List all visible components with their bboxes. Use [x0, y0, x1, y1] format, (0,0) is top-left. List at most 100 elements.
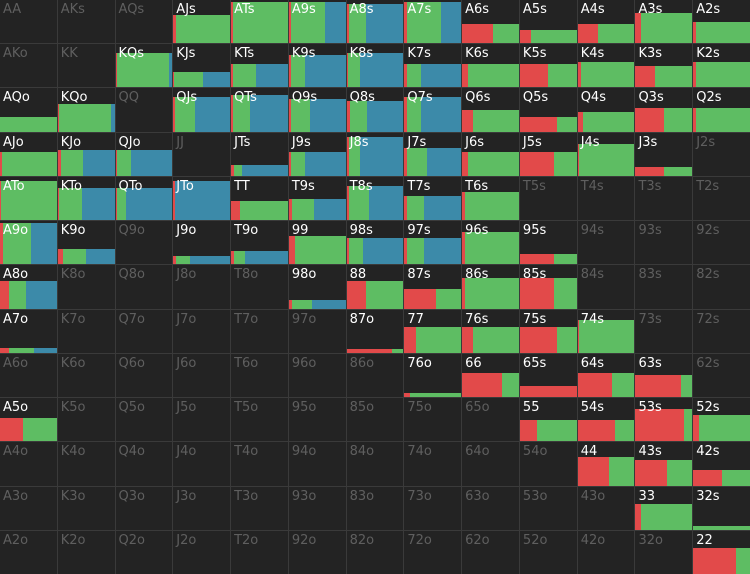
- hand-cell-95s[interactable]: 95s: [519, 221, 577, 265]
- hand-cell-64s[interactable]: 64s: [577, 353, 635, 398]
- hand-cell-a5s[interactable]: A5s: [519, 0, 577, 44]
- hand-cell-76o[interactable]: 76o: [404, 353, 462, 398]
- hand-cell-a7o[interactable]: A7o: [0, 309, 57, 353]
- hand-cell-t8s[interactable]: T8s: [346, 176, 404, 221]
- hand-cell-q6o[interactable]: Q6o: [115, 353, 173, 398]
- hand-cell-j9o[interactable]: J9o: [173, 221, 231, 265]
- hand-cell-43s[interactable]: 43s: [635, 442, 693, 486]
- hand-cell-a4o[interactable]: A4o: [0, 442, 57, 486]
- hand-cell-77[interactable]: 77: [404, 309, 462, 353]
- hand-cell-a6o[interactable]: A6o: [0, 353, 57, 398]
- hand-cell-66[interactable]: 66: [462, 353, 519, 398]
- hand-cell-k2s[interactable]: K2s: [693, 44, 750, 88]
- hand-cell-95o[interactable]: 95o: [288, 398, 346, 442]
- hand-cell-87s[interactable]: 87s: [404, 265, 462, 309]
- hand-cell-83s[interactable]: 83s: [635, 265, 693, 309]
- hand-cell-t3s[interactable]: T3s: [635, 176, 693, 221]
- hand-cell-q8s[interactable]: Q8s: [346, 88, 404, 132]
- hand-cell-84s[interactable]: 84s: [577, 265, 635, 309]
- hand-cell-k5s[interactable]: K5s: [519, 44, 577, 88]
- hand-cell-86o[interactable]: 86o: [346, 353, 404, 398]
- hand-cell-j8o[interactable]: J8o: [173, 265, 231, 309]
- hand-cell-a8s[interactable]: A8s: [346, 0, 404, 44]
- hand-cell-j6o[interactable]: J6o: [173, 353, 231, 398]
- hand-cell-22[interactable]: 22: [693, 530, 750, 574]
- hand-cell-93s[interactable]: 93s: [635, 221, 693, 265]
- hand-cell-65s[interactable]: 65s: [519, 353, 577, 398]
- hand-cell-aa[interactable]: AA: [0, 0, 57, 44]
- hand-cell-kk[interactable]: KK: [57, 44, 115, 88]
- hand-cell-k3o[interactable]: K3o: [57, 486, 115, 530]
- hand-cell-kts[interactable]: KTs: [231, 44, 288, 88]
- hand-cell-aqo[interactable]: AQo: [0, 88, 57, 132]
- hand-cell-96o[interactable]: 96o: [288, 353, 346, 398]
- hand-cell-55[interactable]: 55: [519, 398, 577, 442]
- hand-cell-84o[interactable]: 84o: [346, 442, 404, 486]
- hand-cell-j2o[interactable]: J2o: [173, 530, 231, 574]
- hand-cell-q3s[interactable]: Q3s: [635, 88, 693, 132]
- hand-cell-q2s[interactable]: Q2s: [693, 88, 750, 132]
- hand-cell-73s[interactable]: 73s: [635, 309, 693, 353]
- hand-cell-a6s[interactable]: A6s: [462, 0, 519, 44]
- hand-cell-t4o[interactable]: T4o: [231, 442, 288, 486]
- hand-cell-74o[interactable]: 74o: [404, 442, 462, 486]
- hand-cell-t7s[interactable]: T7s: [404, 176, 462, 221]
- hand-cell-t5s[interactable]: T5s: [519, 176, 577, 221]
- hand-cell-j6s[interactable]: J6s: [462, 132, 519, 176]
- hand-cell-k9o[interactable]: K9o: [57, 221, 115, 265]
- hand-cell-75s[interactable]: 75s: [519, 309, 577, 353]
- hand-cell-52o[interactable]: 52o: [519, 530, 577, 574]
- hand-cell-96s[interactable]: 96s: [462, 221, 519, 265]
- hand-cell-t4s[interactable]: T4s: [577, 176, 635, 221]
- hand-cell-72s[interactable]: 72s: [693, 309, 750, 353]
- hand-cell-qjo[interactable]: QJo: [115, 132, 173, 176]
- hand-cell-85o[interactable]: 85o: [346, 398, 404, 442]
- hand-cell-83o[interactable]: 83o: [346, 486, 404, 530]
- hand-cell-88[interactable]: 88: [346, 265, 404, 309]
- hand-cell-32o[interactable]: 32o: [635, 530, 693, 574]
- hand-cell-jto[interactable]: JTo: [173, 176, 231, 221]
- hand-cell-63o[interactable]: 63o: [462, 486, 519, 530]
- hand-cell-98s[interactable]: 98s: [346, 221, 404, 265]
- hand-cell-76s[interactable]: 76s: [462, 309, 519, 353]
- hand-cell-98o[interactable]: 98o: [288, 265, 346, 309]
- hand-cell-44[interactable]: 44: [577, 442, 635, 486]
- hand-cell-k8s[interactable]: K8s: [346, 44, 404, 88]
- hand-cell-94s[interactable]: 94s: [577, 221, 635, 265]
- hand-cell-qjs[interactable]: QJs: [173, 88, 231, 132]
- hand-cell-q7o[interactable]: Q7o: [115, 309, 173, 353]
- hand-cell-ajs[interactable]: AJs: [173, 0, 231, 44]
- hand-cell-j2s[interactable]: J2s: [693, 132, 750, 176]
- hand-cell-ato[interactable]: ATo: [0, 176, 57, 221]
- hand-cell-j7s[interactable]: J7s: [404, 132, 462, 176]
- hand-cell-a7s[interactable]: A7s: [404, 0, 462, 44]
- hand-cell-j3o[interactable]: J3o: [173, 486, 231, 530]
- hand-cell-k5o[interactable]: K5o: [57, 398, 115, 442]
- hand-cell-t5o[interactable]: T5o: [231, 398, 288, 442]
- hand-cell-a9o[interactable]: A9o: [0, 221, 57, 265]
- hand-cell-t6o[interactable]: T6o: [231, 353, 288, 398]
- hand-cell-93o[interactable]: 93o: [288, 486, 346, 530]
- hand-cell-j4o[interactable]: J4o: [173, 442, 231, 486]
- hand-cell-kqs[interactable]: KQs: [115, 44, 173, 88]
- hand-cell-a3s[interactable]: A3s: [635, 0, 693, 44]
- hand-cell-32s[interactable]: 32s: [693, 486, 750, 530]
- hand-cell-q4s[interactable]: Q4s: [577, 88, 635, 132]
- hand-cell-k7o[interactable]: K7o: [57, 309, 115, 353]
- hand-cell-q8o[interactable]: Q8o: [115, 265, 173, 309]
- hand-cell-75o[interactable]: 75o: [404, 398, 462, 442]
- hand-cell-k6o[interactable]: K6o: [57, 353, 115, 398]
- hand-cell-97o[interactable]: 97o: [288, 309, 346, 353]
- hand-cell-82o[interactable]: 82o: [346, 530, 404, 574]
- hand-cell-t7o[interactable]: T7o: [231, 309, 288, 353]
- hand-cell-a4s[interactable]: A4s: [577, 0, 635, 44]
- hand-cell-74s[interactable]: 74s: [577, 309, 635, 353]
- hand-cell-j3s[interactable]: J3s: [635, 132, 693, 176]
- hand-cell-a3o[interactable]: A3o: [0, 486, 57, 530]
- hand-cell-k4o[interactable]: K4o: [57, 442, 115, 486]
- hand-cell-q6s[interactable]: Q6s: [462, 88, 519, 132]
- hand-cell-qq[interactable]: QQ: [115, 88, 173, 132]
- hand-cell-42o[interactable]: 42o: [577, 530, 635, 574]
- hand-cell-t2s[interactable]: T2s: [693, 176, 750, 221]
- hand-cell-92s[interactable]: 92s: [693, 221, 750, 265]
